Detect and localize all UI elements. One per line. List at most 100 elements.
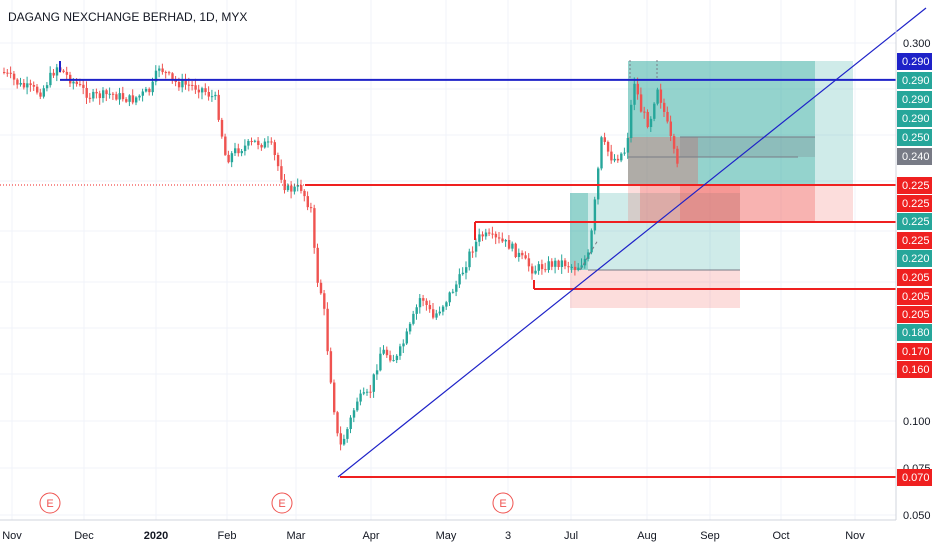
candle-body [574,267,576,270]
candle-body [138,96,140,98]
price-label-badge: 0.290 [897,110,932,127]
candle-body [425,301,427,305]
candle-body [307,196,309,207]
candle-body [231,153,233,162]
candle-body [66,72,68,75]
candle-body [92,92,94,99]
candle-body [6,73,8,74]
candle-body [452,292,454,293]
candle-body [597,168,599,199]
candle-body [557,261,559,267]
candle-body [350,418,352,429]
candle-body [647,112,649,127]
candle-body [161,69,163,73]
candle-body [115,94,117,99]
candle-body [53,73,55,76]
earnings-marker[interactable]: E [40,493,60,513]
price-label-badge: 0.170 [897,343,932,360]
candle-body [666,112,668,122]
price-label-text: 0.225 [902,180,930,192]
candle-body [135,97,137,102]
price-label-text: 0.250 [902,132,930,144]
candle-body [409,324,411,332]
price-label-badge: 0.160 [897,361,932,378]
candle-body [247,141,249,146]
candle-body [366,392,368,393]
x-tick-label: Apr [362,530,379,542]
candle-body [29,83,31,85]
price-label-text: 0.225 [902,235,930,247]
price-label-badge: 0.220 [897,250,932,267]
price-label-badge: 0.290 [897,91,932,108]
candle-body [541,264,543,269]
x-tick-label: Nov [2,530,22,542]
candle-body [201,88,203,92]
candle-body [234,148,236,153]
candle-body [561,260,563,267]
price-label-text: 0.205 [902,272,930,284]
candle-body [128,95,130,101]
candle-body [82,85,84,88]
price-label-badge: 0.290 [897,53,932,70]
candle-body [482,234,484,236]
candle-body [673,136,675,149]
candle-body [109,94,111,95]
candle-body [336,412,338,433]
candle-body [208,92,210,97]
earnings-marker[interactable]: E [272,493,292,513]
candle-body [359,394,361,402]
candle-body [313,208,315,248]
earnings-marker[interactable]: E [493,493,513,513]
candle-body [145,89,147,92]
candle-body [13,74,15,80]
candle-body [237,148,239,153]
candle-body [105,90,107,94]
candle-body [472,252,474,253]
x-tick-label: 3 [505,530,511,542]
candle-body [670,122,672,137]
candle-body [56,67,58,75]
x-tick-label: Aug [637,530,657,542]
candle-body [376,370,378,374]
candle-body [363,392,365,393]
candle-body [152,82,154,93]
candle-body [333,383,335,413]
candle-body [218,95,220,120]
candle-body [676,149,678,164]
candle-body [181,80,183,87]
candle-body [379,354,381,371]
candle-body [429,305,431,309]
candle-body [300,185,302,191]
candle-body [653,104,655,119]
candle-body [122,93,124,99]
candle-body [600,137,602,168]
earnings-label: E [499,498,506,510]
candle-body [524,255,526,258]
candle-body [406,331,408,343]
candle-body [567,266,569,267]
price-label-badge: 0.225 [897,213,932,230]
candle-body [287,186,289,190]
candle-body [356,402,358,411]
candle-body [478,234,480,241]
candle-body [3,72,5,73]
chart-title: DAGANG NEXCHANGE BERHAD, 1D, MYX [8,10,247,24]
candle-body [221,120,223,137]
y-tick-label: 0.050 [903,510,931,522]
candle-body [458,274,460,284]
candle-body [383,350,385,354]
candle-body [604,137,606,142]
neutral-zone [680,137,815,157]
candle-body [663,103,665,112]
candle-body [571,267,573,268]
candle-body [36,87,38,93]
candle-body [392,360,394,361]
candle-body [310,207,312,208]
candle-body [505,240,507,241]
loss-zone-4 [640,185,740,222]
candle-body [125,99,127,102]
price-label-text: 0.240 [902,151,930,163]
candle-body [528,258,530,266]
candle-body [26,83,28,87]
